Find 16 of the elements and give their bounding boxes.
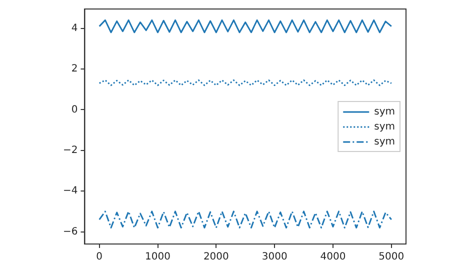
legend-label: sym	[374, 106, 396, 118]
y-tick-label: 0	[71, 104, 78, 116]
y-tick-label: −6	[62, 226, 78, 238]
legend-label: sym	[374, 122, 396, 133]
x-tick-label: 3000	[262, 252, 288, 263]
x-tick-label: 0	[96, 252, 103, 263]
y-tick-label: −4	[62, 186, 78, 197]
y-tick-label: 4	[71, 22, 78, 34]
line-series	[98, 210, 392, 228]
x-tick-label: 4000	[320, 252, 346, 263]
x-tick-label: 2000	[203, 252, 229, 263]
y-tick-label: 2	[71, 64, 78, 75]
x-tick-label: 1000	[145, 252, 170, 263]
x-tick-label: 5000	[378, 252, 404, 263]
y-tick-label: −2	[62, 145, 78, 156]
legend-label: sym	[374, 136, 396, 148]
